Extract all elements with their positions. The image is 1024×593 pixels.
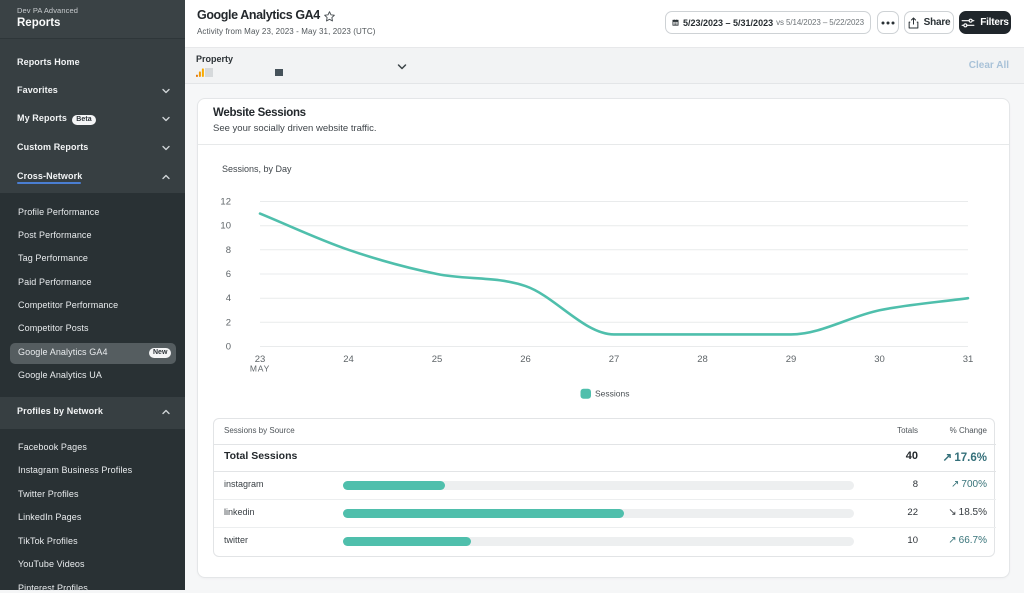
svg-text:Sessions: Sessions <box>595 389 630 399</box>
svg-text:0: 0 <box>226 342 231 353</box>
svg-text:6: 6 <box>226 269 231 280</box>
svg-text:MAY: MAY <box>250 364 270 374</box>
svg-text:28: 28 <box>697 354 708 365</box>
svg-text:29: 29 <box>786 354 797 365</box>
svg-text:31: 31 <box>963 354 974 365</box>
svg-text:12: 12 <box>220 197 231 208</box>
svg-text:30: 30 <box>874 354 885 365</box>
svg-text:2: 2 <box>226 317 231 328</box>
svg-text:26: 26 <box>520 354 531 365</box>
svg-text:23: 23 <box>255 354 266 365</box>
svg-text:10: 10 <box>220 221 231 232</box>
svg-text:8: 8 <box>226 245 231 256</box>
svg-text:27: 27 <box>609 354 620 365</box>
svg-text:Sessions, by Day: Sessions, by Day <box>222 164 292 174</box>
svg-text:25: 25 <box>432 354 443 365</box>
svg-text:4: 4 <box>226 293 231 304</box>
svg-text:24: 24 <box>343 354 354 365</box>
